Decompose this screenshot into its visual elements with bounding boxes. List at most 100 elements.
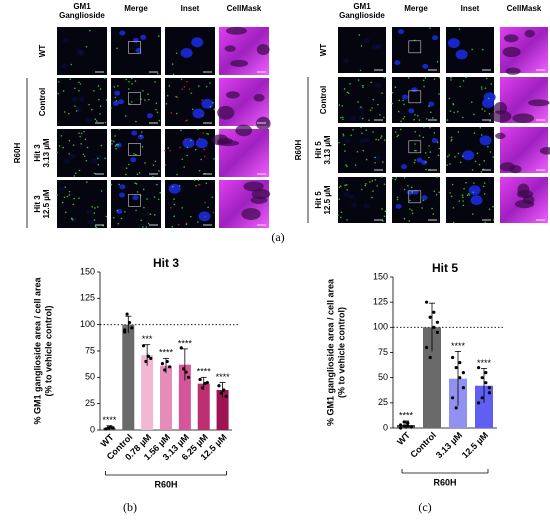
- significance: ****: [451, 341, 466, 351]
- puncta: [96, 157, 99, 160]
- puncta: [78, 197, 80, 199]
- puncta: [99, 113, 101, 115]
- nucleus: [406, 189, 413, 195]
- group-label: R60H: [154, 479, 177, 489]
- puncta: [117, 143, 120, 146]
- panel-label: (b): [123, 500, 137, 514]
- puncta: [135, 182, 138, 185]
- data-point: [219, 391, 223, 395]
- puncta: [346, 188, 348, 191]
- puncta: [134, 80, 137, 82]
- puncta: [144, 162, 146, 164]
- data-point: [109, 425, 113, 429]
- micrograph: [57, 180, 107, 228]
- puncta: [78, 89, 80, 92]
- puncta: [340, 116, 342, 119]
- nucleus: [180, 48, 193, 59]
- puncta: [136, 191, 139, 193]
- nucleus: [350, 202, 357, 208]
- puncta: [183, 86, 186, 88]
- puncta: [193, 179, 196, 181]
- puncta: [413, 118, 415, 121]
- puncta: [364, 184, 367, 187]
- puncta: [409, 208, 411, 210]
- puncta: [338, 104, 341, 106]
- data-point: [451, 355, 455, 360]
- data-point: [454, 406, 458, 410]
- column-header: CellMask: [227, 4, 262, 13]
- puncta: [68, 139, 71, 142]
- bar: [141, 355, 154, 430]
- puncta: [462, 155, 464, 158]
- puncta: [484, 87, 487, 89]
- puncta: [436, 176, 438, 178]
- puncta: [462, 116, 464, 119]
- puncta: [110, 183, 113, 186]
- nucleus: [431, 35, 438, 41]
- data-point: [168, 365, 172, 369]
- puncta: [380, 135, 383, 137]
- puncta: [201, 114, 204, 117]
- cell-shadow: [512, 113, 535, 124]
- nucleus: [411, 87, 418, 93]
- puncta: [181, 207, 184, 209]
- puncta: [394, 131, 397, 133]
- puncta: [429, 151, 432, 153]
- puncta: [142, 90, 144, 92]
- puncta: [371, 180, 374, 182]
- puncta: [195, 184, 197, 187]
- puncta: [82, 153, 85, 156]
- column-header: Inset: [181, 4, 200, 13]
- data-point: [144, 359, 148, 364]
- puncta: [154, 81, 156, 83]
- x-tick-label: WT: [395, 430, 412, 447]
- puncta: [372, 131, 374, 133]
- puncta: [202, 132, 205, 134]
- data-point: [146, 354, 150, 358]
- puncta: [422, 199, 425, 202]
- puncta: [428, 105, 430, 108]
- data-point: [130, 326, 134, 330]
- puncta: [478, 163, 481, 166]
- puncta: [461, 194, 464, 196]
- puncta: [61, 201, 64, 204]
- puncta: [463, 188, 465, 190]
- column-header: Merge: [124, 4, 148, 13]
- puncta: [489, 120, 491, 122]
- puncta: [343, 143, 346, 146]
- puncta: [411, 192, 414, 194]
- data-point: [200, 386, 205, 390]
- puncta: [66, 195, 69, 198]
- puncta: [58, 145, 61, 147]
- puncta: [190, 139, 192, 142]
- puncta: [173, 215, 176, 218]
- puncta: [141, 145, 144, 148]
- puncta: [458, 200, 461, 202]
- y-axis-label: (% to vehicle control): [43, 305, 53, 396]
- puncta: [91, 206, 93, 208]
- y-axis-label: (% to vehicle control): [336, 307, 346, 398]
- significance: ****: [178, 338, 193, 348]
- nucleus: [348, 194, 355, 200]
- puncta: [113, 86, 116, 88]
- micrograph: [165, 129, 215, 177]
- puncta: [380, 137, 382, 139]
- puncta: [418, 135, 421, 137]
- puncta: [213, 158, 215, 160]
- nucleus: [58, 186, 65, 192]
- nucleus: [76, 48, 83, 54]
- puncta: [436, 60, 439, 63]
- micrograph: [392, 177, 440, 223]
- puncta: [480, 171, 483, 173]
- puncta: [349, 83, 351, 85]
- puncta: [471, 48, 473, 51]
- puncta: [62, 90, 65, 92]
- micrograph: [446, 127, 494, 173]
- nucleus: [358, 115, 365, 121]
- puncta: [197, 221, 199, 223]
- puncta: [467, 193, 470, 195]
- puncta: [180, 129, 182, 132]
- nucleus: [359, 138, 366, 144]
- puncta: [176, 173, 178, 176]
- puncta: [164, 149, 166, 152]
